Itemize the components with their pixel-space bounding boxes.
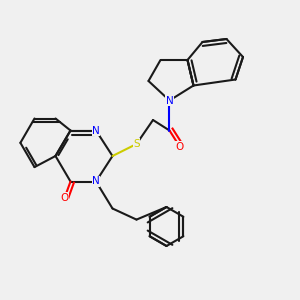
Text: N: N xyxy=(92,125,100,136)
Text: S: S xyxy=(133,139,140,149)
Text: O: O xyxy=(60,193,69,203)
Text: O: O xyxy=(176,142,184,152)
Text: N: N xyxy=(92,176,100,187)
Text: N: N xyxy=(166,95,173,106)
